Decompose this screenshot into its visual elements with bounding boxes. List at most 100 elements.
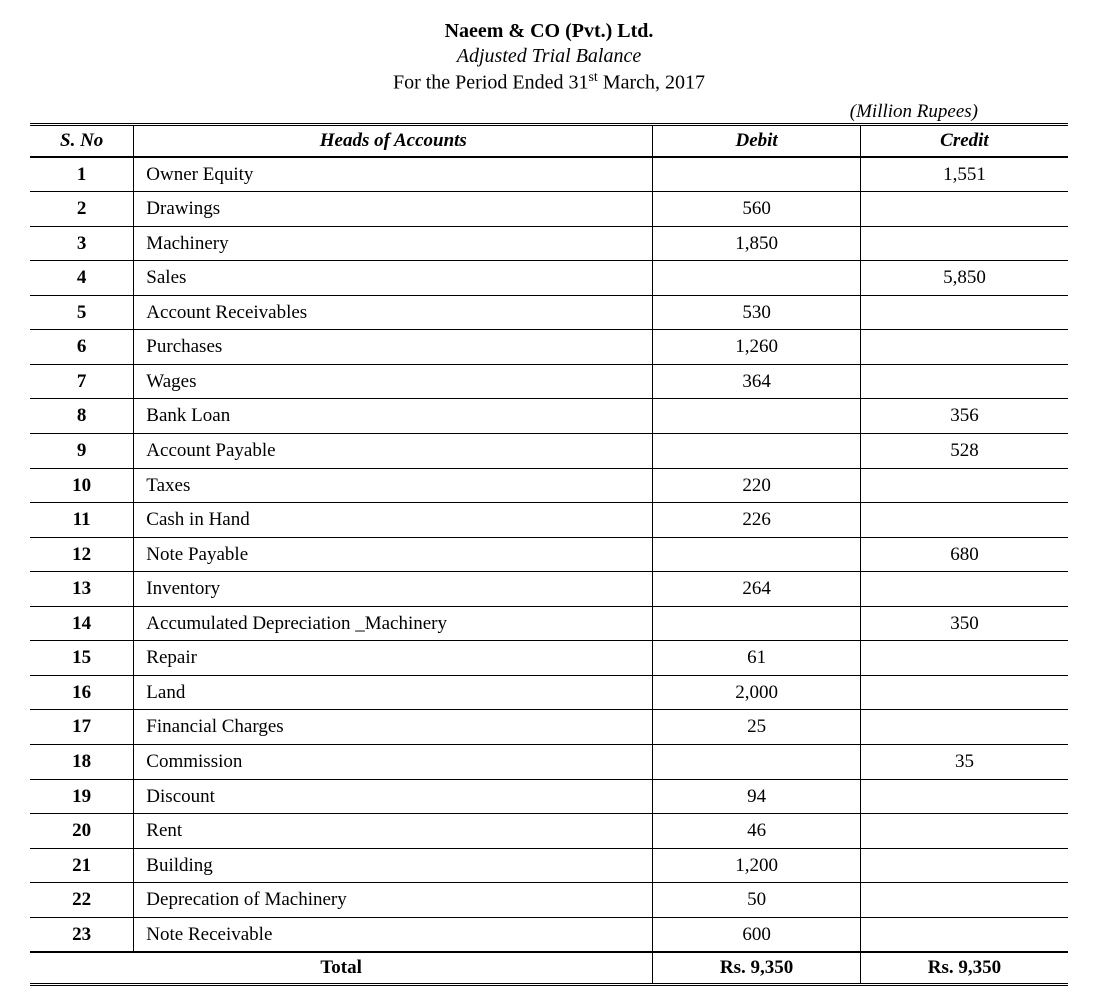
col-header-sno: S. No	[30, 124, 134, 157]
cell-sno: 16	[30, 675, 134, 710]
cell-credit: 680	[860, 537, 1068, 572]
cell-credit: 356	[860, 399, 1068, 434]
cell-sno: 15	[30, 641, 134, 676]
cell-head: Note Receivable	[134, 917, 653, 952]
cell-debit: 1,200	[653, 848, 861, 883]
cell-debit: 364	[653, 364, 861, 399]
table-row: 3Machinery1,850	[30, 226, 1068, 261]
report-subtitle: Adjusted Trial Balance	[30, 45, 1068, 68]
cell-head: Accumulated Depreciation _Machinery	[134, 606, 653, 641]
cell-sno: 23	[30, 917, 134, 952]
cell-head: Inventory	[134, 572, 653, 607]
cell-credit	[860, 295, 1068, 330]
cell-debit: 220	[653, 468, 861, 503]
table-row: 5Account Receivables530	[30, 295, 1068, 330]
cell-sno: 1	[30, 157, 134, 192]
cell-debit: 1,260	[653, 330, 861, 365]
cell-sno: 10	[30, 468, 134, 503]
cell-credit	[860, 641, 1068, 676]
cell-sno: 7	[30, 364, 134, 399]
cell-debit: 600	[653, 917, 861, 952]
cell-debit: 25	[653, 710, 861, 745]
cell-sno: 22	[30, 883, 134, 918]
table-row: 17Financial Charges25	[30, 710, 1068, 745]
cell-debit: 264	[653, 572, 861, 607]
table-footer-row: Total Rs. 9,350 Rs. 9,350	[30, 952, 1068, 985]
cell-credit	[860, 883, 1068, 918]
table-row: 10Taxes220	[30, 468, 1068, 503]
cell-head: Wages	[134, 364, 653, 399]
cell-credit: 5,850	[860, 261, 1068, 296]
cell-debit: 530	[653, 295, 861, 330]
table-row: 21Building1,200	[30, 848, 1068, 883]
cell-head: Purchases	[134, 330, 653, 365]
cell-sno: 5	[30, 295, 134, 330]
period-ordinal: st	[588, 70, 597, 85]
cell-sno: 2	[30, 192, 134, 227]
cell-credit	[860, 572, 1068, 607]
cell-debit	[653, 261, 861, 296]
report-header: Naeem & CO (Pvt.) Ltd. Adjusted Trial Ba…	[30, 20, 1068, 95]
cell-head: Cash in Hand	[134, 503, 653, 538]
cell-sno: 14	[30, 606, 134, 641]
table-row: 9Account Payable528	[30, 434, 1068, 469]
cell-debit: 2,000	[653, 675, 861, 710]
cell-head: Deprecation of Machinery	[134, 883, 653, 918]
table-row: 7Wages364	[30, 364, 1068, 399]
cell-credit: 35	[860, 744, 1068, 779]
cell-credit: 350	[860, 606, 1068, 641]
cell-debit	[653, 744, 861, 779]
table-row: 23Note Receivable600	[30, 917, 1068, 952]
col-header-debit: Debit	[653, 124, 861, 157]
units-label: (Million Rupees)	[30, 101, 1068, 123]
cell-head: Account Payable	[134, 434, 653, 469]
report-period: For the Period Ended 31st March, 2017	[30, 70, 1068, 95]
cell-credit	[860, 192, 1068, 227]
cell-sno: 17	[30, 710, 134, 745]
total-credit: Rs. 9,350	[860, 952, 1068, 985]
cell-debit	[653, 606, 861, 641]
cell-sno: 6	[30, 330, 134, 365]
cell-head: Repair	[134, 641, 653, 676]
table-row: 6Purchases1,260	[30, 330, 1068, 365]
cell-head: Land	[134, 675, 653, 710]
cell-sno: 12	[30, 537, 134, 572]
cell-debit: 94	[653, 779, 861, 814]
cell-head: Note Payable	[134, 537, 653, 572]
cell-credit	[860, 503, 1068, 538]
table-row: 8Bank Loan 356	[30, 399, 1068, 434]
cell-sno: 9	[30, 434, 134, 469]
cell-head: Drawings	[134, 192, 653, 227]
table-row: 15Repair61	[30, 641, 1068, 676]
table-row: 2Drawings560	[30, 192, 1068, 227]
table-row: 18Commission35	[30, 744, 1068, 779]
cell-credit	[860, 917, 1068, 952]
cell-head: Discount	[134, 779, 653, 814]
col-header-credit: Credit	[860, 124, 1068, 157]
cell-credit	[860, 848, 1068, 883]
total-label: Total	[30, 952, 653, 985]
cell-head: Rent	[134, 814, 653, 849]
table-row: 19Discount94	[30, 779, 1068, 814]
cell-head: Commission	[134, 744, 653, 779]
cell-head: Machinery	[134, 226, 653, 261]
cell-head: Owner Equity	[134, 157, 653, 192]
cell-credit	[860, 814, 1068, 849]
cell-head: Bank Loan	[134, 399, 653, 434]
cell-credit	[860, 710, 1068, 745]
table-row: 1Owner Equity1,551	[30, 157, 1068, 192]
cell-debit: 46	[653, 814, 861, 849]
cell-sno: 8	[30, 399, 134, 434]
cell-debit	[653, 434, 861, 469]
table-row: 16Land2,000	[30, 675, 1068, 710]
table-row: 4Sales5,850	[30, 261, 1068, 296]
cell-credit	[860, 330, 1068, 365]
cell-debit: 50	[653, 883, 861, 918]
cell-sno: 21	[30, 848, 134, 883]
cell-head: Account Receivables	[134, 295, 653, 330]
cell-head: Building	[134, 848, 653, 883]
cell-sno: 11	[30, 503, 134, 538]
table-row: 14Accumulated Depreciation _Machinery 350	[30, 606, 1068, 641]
cell-head: Taxes	[134, 468, 653, 503]
cell-head: Financial Charges	[134, 710, 653, 745]
